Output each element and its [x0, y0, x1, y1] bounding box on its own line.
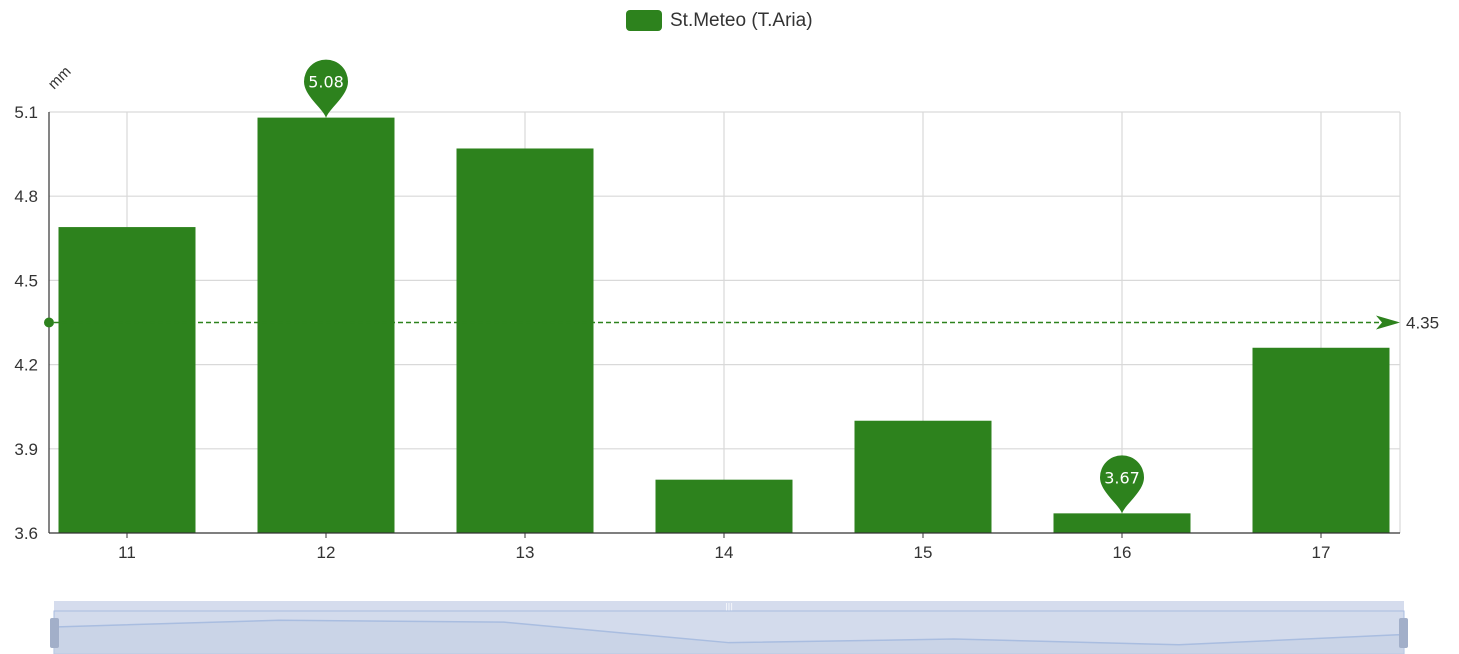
- bar[interactable]: [854, 420, 992, 533]
- x-tick-label: 14: [715, 543, 734, 562]
- data-zoom-slider[interactable]: |||: [50, 601, 1408, 654]
- x-tick-label: 13: [516, 543, 535, 562]
- average-line-start-dot: [44, 317, 54, 328]
- mark-points: 5.08 3.67: [304, 59, 1144, 514]
- y-tick-label: 3.6: [14, 524, 38, 543]
- bar[interactable]: [456, 148, 594, 533]
- y-tick-label: 5.1: [14, 103, 38, 122]
- mark-point-shape: [1100, 455, 1144, 514]
- y-axis-unit-label: mm: [45, 63, 75, 93]
- mark-point-shape: [304, 59, 348, 118]
- x-tick-label: 15: [914, 543, 933, 562]
- bars: [58, 117, 1390, 533]
- bar[interactable]: [257, 117, 395, 533]
- mark-point-pin[interactable]: 3.67: [1100, 455, 1144, 514]
- grid: [49, 111, 1401, 533]
- mark-point-label: 5.08: [308, 73, 344, 92]
- bar[interactable]: [1252, 347, 1390, 533]
- zoom-move-bar[interactable]: [54, 601, 1404, 611]
- average-mark-line: 4.35: [44, 314, 1439, 333]
- zoom-handle-right[interactable]: [1399, 618, 1408, 648]
- y-tick-label: 4.8: [14, 187, 38, 206]
- zoom-preview-line: [53, 619, 1405, 646]
- x-tick-label: 16: [1113, 543, 1132, 562]
- mark-point-pin[interactable]: 5.08: [304, 59, 348, 118]
- legend-label[interactable]: St.Meteo (T.Aria): [670, 10, 813, 31]
- y-tick-label: 3.9: [14, 440, 38, 459]
- axes: 3.6 3.9 4.2 4.5 4.8 5.1 11 12 13 14 15 16 17: [14, 103, 1400, 562]
- zoom-handle-left[interactable]: [50, 618, 59, 648]
- bar[interactable]: [1053, 513, 1191, 533]
- legend-swatch[interactable]: [626, 10, 662, 31]
- mark-point-label: 3.67: [1104, 468, 1140, 487]
- x-tick-label: 17: [1312, 543, 1331, 562]
- average-line-arrow: [1376, 315, 1400, 330]
- legend[interactable]: St.Meteo (T.Aria): [626, 10, 813, 31]
- zoom-grip-icon[interactable]: |||: [725, 602, 733, 611]
- bar[interactable]: [58, 227, 196, 533]
- y-tick-label: 4.2: [14, 356, 38, 375]
- zoom-preview-area: [54, 620, 1404, 654]
- x-tick-label: 12: [317, 543, 336, 562]
- y-tick-label: 4.5: [14, 271, 38, 290]
- bar[interactable]: [655, 479, 793, 533]
- average-line-label: 4.35: [1406, 314, 1439, 333]
- x-tick-label: 11: [118, 543, 136, 562]
